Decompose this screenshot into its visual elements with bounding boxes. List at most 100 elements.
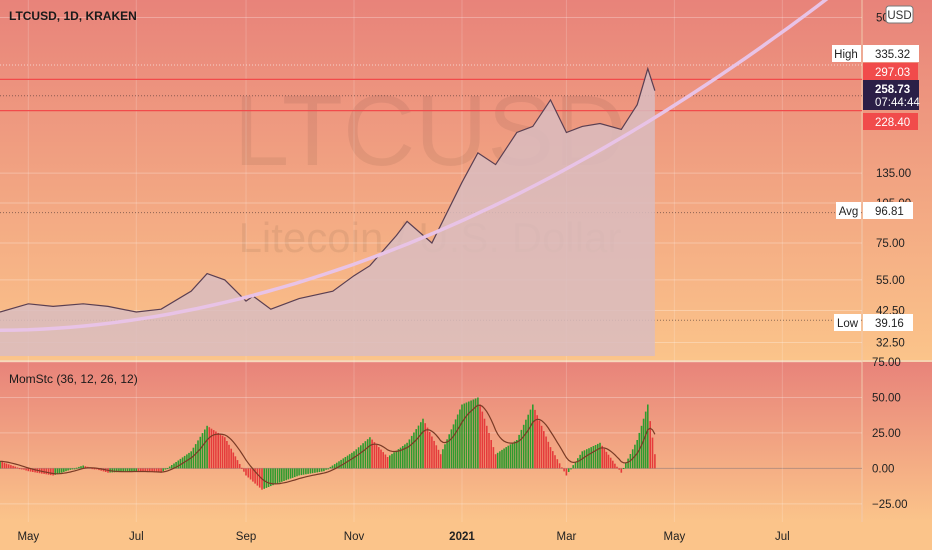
osc-bar (369, 437, 371, 469)
osc-bar (71, 468, 74, 470)
osc-bar (197, 440, 199, 469)
low-label-box (834, 314, 861, 331)
osc-bar (69, 468, 72, 470)
osc-bar (135, 468, 138, 472)
time-tick-label: Jul (775, 531, 790, 543)
osc-bar (477, 397, 479, 469)
osc-bar (513, 441, 516, 469)
osc-bar (201, 433, 204, 469)
osc-bar (380, 449, 382, 469)
osc-bar (410, 435, 413, 469)
osc-bar (545, 436, 547, 469)
grid-lines (0, 0, 862, 522)
osc-bar (56, 468, 59, 475)
osc-bar (481, 411, 484, 469)
osc-bar (331, 465, 334, 469)
osc-bar (204, 429, 206, 469)
osc-bar (171, 465, 173, 469)
symbol-header[interactable]: LTCUSD, 1D, KRAKEN (9, 9, 137, 23)
osc-bar (168, 466, 171, 469)
osc-bar (511, 442, 514, 469)
osc-bar (527, 414, 529, 469)
osc-bar (5, 463, 8, 469)
osc-bar (594, 445, 597, 469)
osc-bar (402, 446, 404, 469)
osc-bar (651, 437, 654, 469)
osc-bar (614, 463, 616, 469)
osc-tick-label: 0.00 (872, 463, 894, 475)
osc-bar (12, 465, 14, 469)
osc-bar (620, 468, 623, 473)
osc-bar (75, 467, 78, 469)
osc-bar (305, 468, 307, 475)
osc-bar (479, 404, 481, 469)
osc-bar (378, 447, 380, 469)
osc-bar (342, 458, 345, 469)
avg-label: Avg (839, 206, 859, 218)
osc-bar (115, 468, 118, 473)
osc-bar (23, 468, 25, 470)
osc-bar (371, 439, 373, 469)
avg-value-box (863, 202, 913, 219)
osc-bar (289, 468, 292, 479)
osc-bar (175, 462, 177, 469)
osc-bar (142, 468, 144, 472)
osc-bar (612, 460, 614, 469)
osc-bar (556, 459, 559, 469)
osc-bar (254, 468, 256, 484)
time-tick-label: May (664, 531, 686, 543)
osc-bar (563, 468, 565, 472)
price-tick-label: 32.50 (876, 337, 905, 349)
osc-bar (60, 468, 63, 473)
currency-badge[interactable]: USD (887, 10, 911, 22)
osc-bar (144, 468, 147, 472)
osc-bar (454, 419, 457, 469)
osc-bar (323, 468, 325, 472)
osc-bar (217, 432, 219, 469)
osc-bar (7, 464, 10, 469)
osc-bar (212, 430, 215, 469)
osc-bar (294, 468, 296, 478)
osc-bar (177, 460, 180, 469)
osc-bar (78, 466, 80, 469)
osc-bar (166, 468, 169, 470)
osc-tick-label: 25.00 (872, 428, 901, 440)
osc-bar (21, 468, 23, 470)
osc-bar (446, 439, 448, 469)
osc-bar (47, 468, 50, 475)
osc-bar (54, 468, 56, 475)
osc-bar (224, 437, 226, 469)
osc-bar (601, 445, 603, 469)
osc-bar (599, 442, 601, 469)
osc-bar (507, 445, 510, 469)
trend-curve[interactable] (0, 0, 844, 333)
osc-bar (1, 462, 3, 469)
osc-bar (561, 467, 563, 469)
osc-bar (362, 443, 364, 469)
osc-bar (158, 468, 160, 473)
osc-bar (353, 451, 355, 469)
oscillator-title[interactable]: MomStc (36, 12, 26, 12) (9, 372, 138, 386)
osc-bar (554, 455, 556, 469)
osc-bar (505, 447, 507, 469)
osc-bar (581, 451, 584, 469)
osc-tick-label: 75.00 (872, 357, 901, 369)
osc-bar (245, 468, 247, 476)
osc-bar (320, 468, 323, 472)
osc-bar (249, 468, 252, 480)
osc-bar (572, 465, 574, 469)
osc-bar (230, 448, 232, 469)
osc-bar (459, 409, 461, 469)
osc-bar (532, 404, 534, 469)
osc-bar (274, 468, 276, 485)
currency-badge-box[interactable] (885, 5, 914, 24)
osc-bar (520, 429, 523, 469)
osc-bar (329, 466, 332, 469)
osc-bar (518, 434, 520, 469)
osc-bar (461, 404, 463, 469)
osc-bar (173, 463, 175, 469)
osc-bar (63, 468, 65, 472)
price-tick-label: 75.00 (876, 238, 905, 250)
